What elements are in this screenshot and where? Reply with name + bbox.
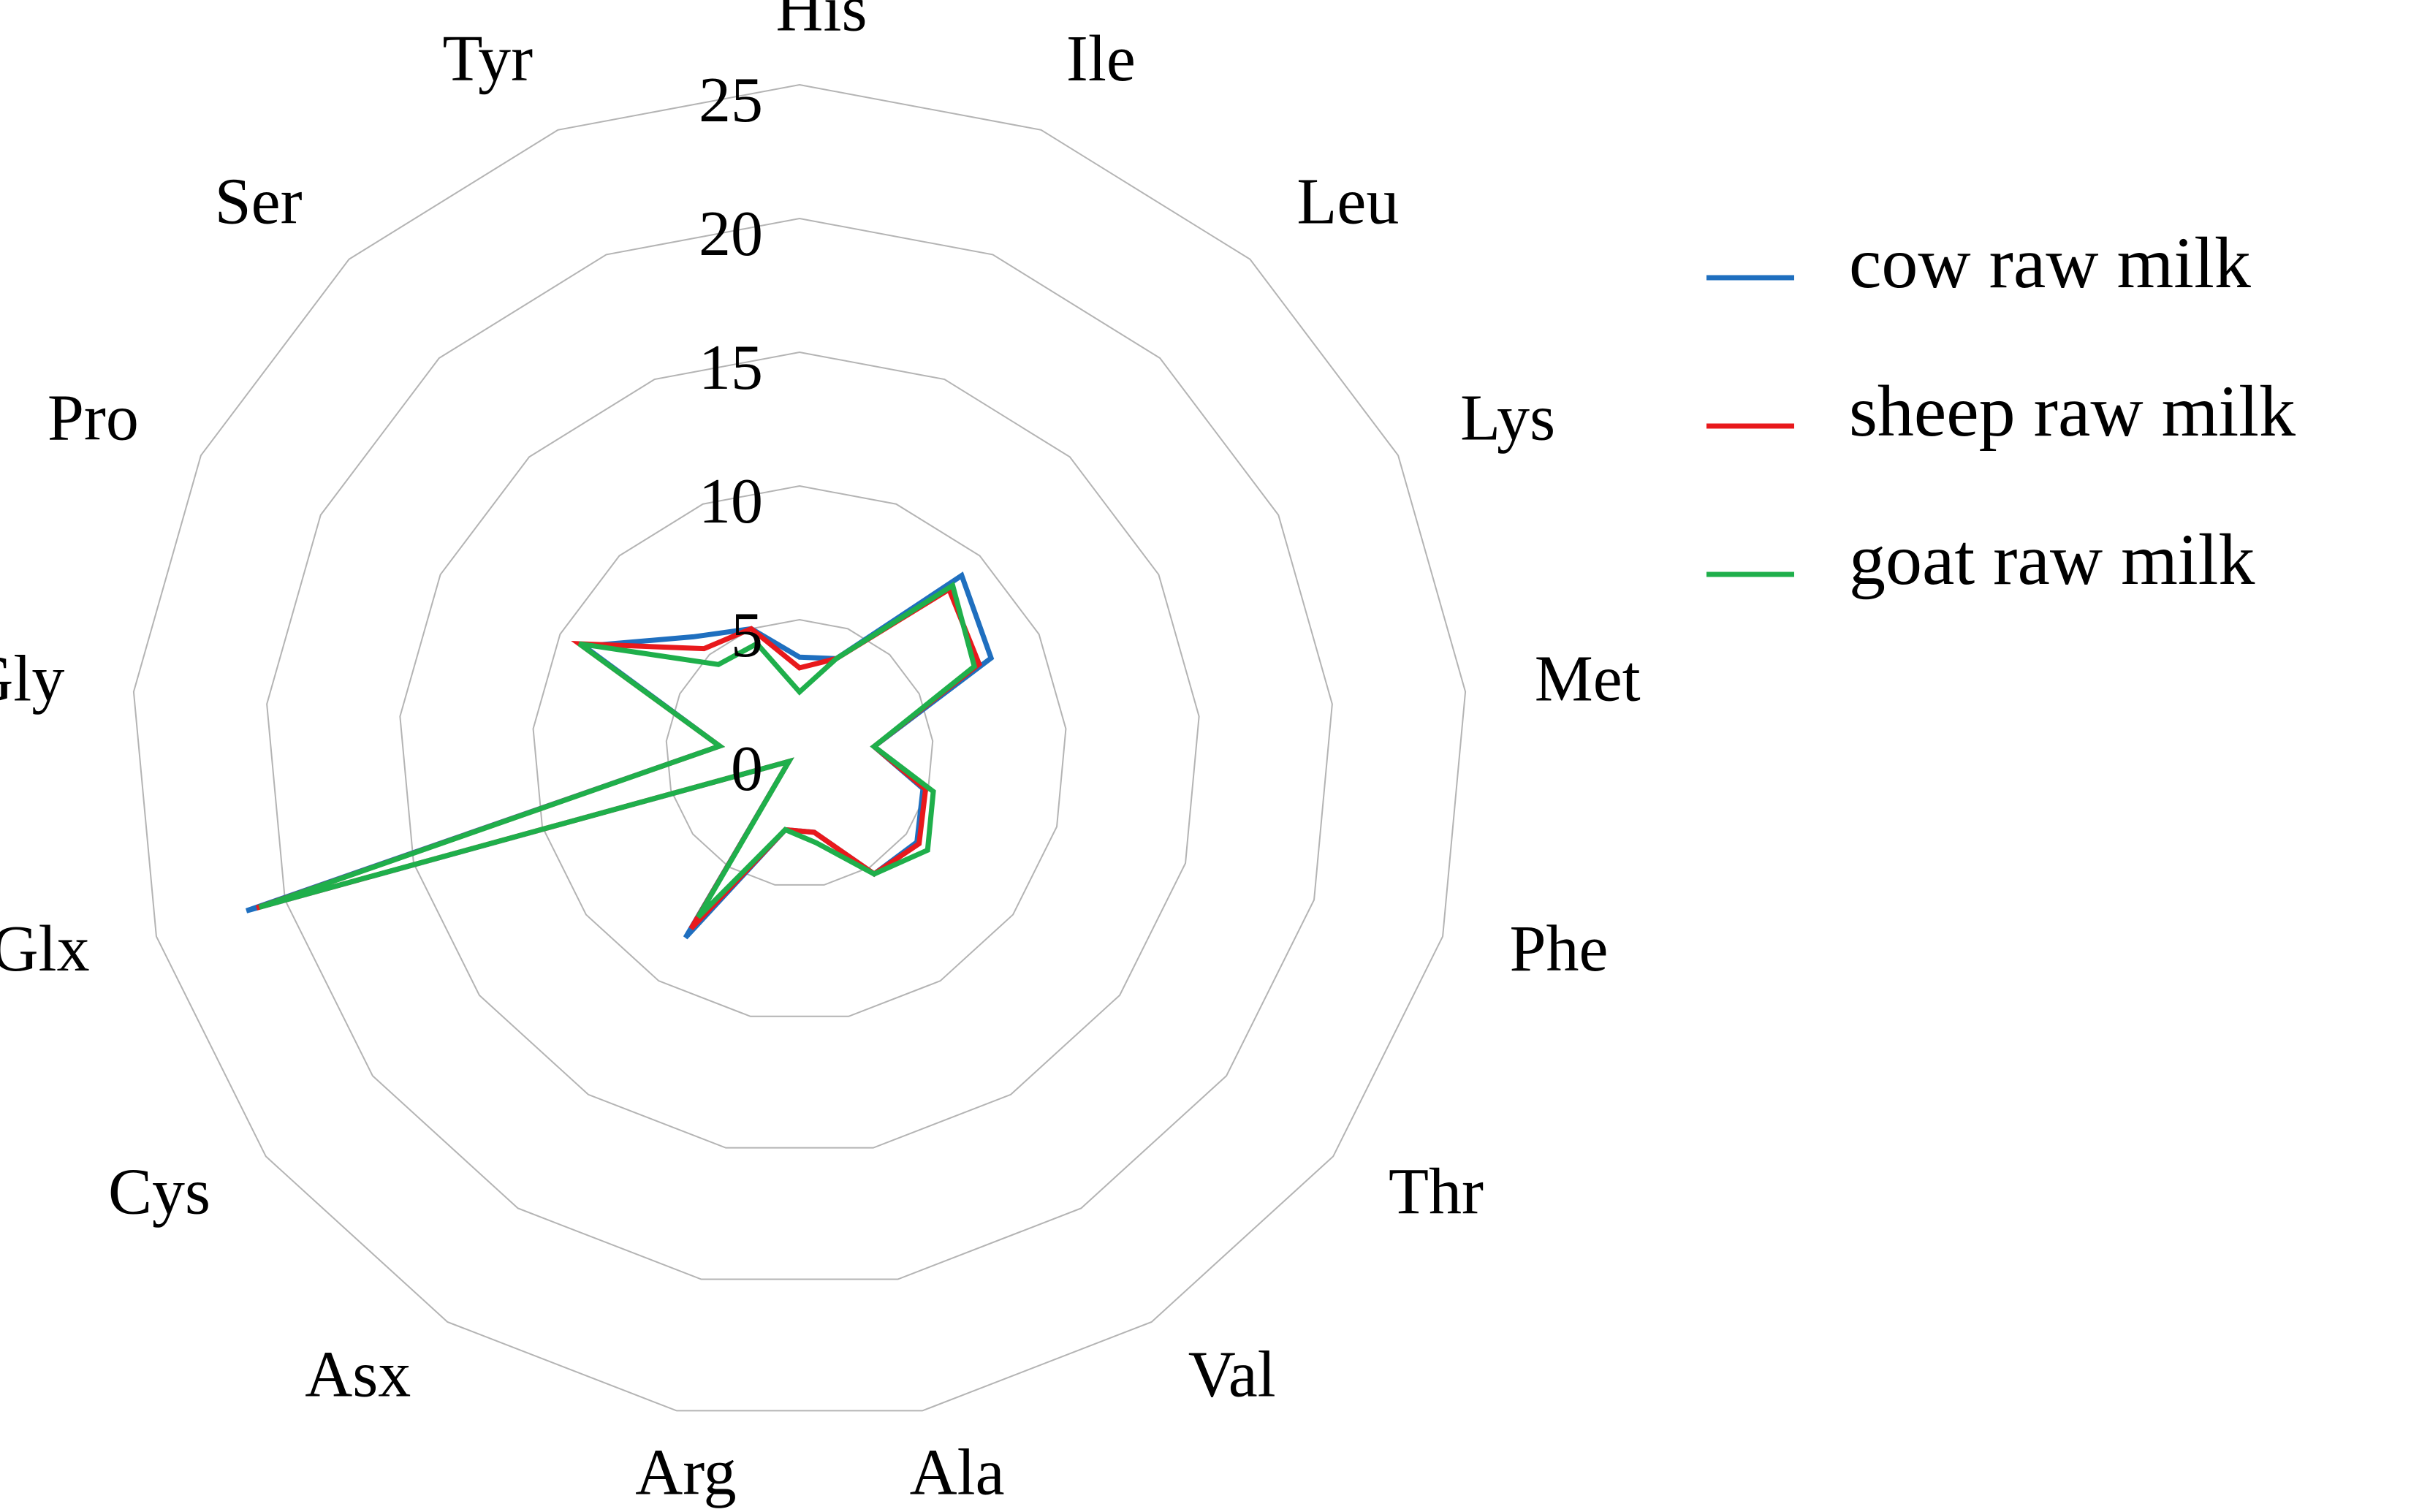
category-label: Asx: [305, 1338, 411, 1410]
r-tick-label: 25: [699, 65, 763, 136]
category-label: Arg: [635, 1436, 736, 1508]
legend-label: sheep raw milk: [1849, 371, 2296, 452]
grid-ring: [665, 618, 934, 886]
grid-ring: [532, 485, 1067, 1017]
grid-ring: [132, 83, 1467, 1412]
category-label: Ala: [910, 1436, 1005, 1508]
category-label: Phe: [1509, 913, 1608, 985]
category-label: Val: [1188, 1338, 1276, 1410]
category-label: Gly: [0, 642, 64, 715]
r-tick-label: 0: [731, 734, 763, 805]
category-label: Ser: [215, 165, 303, 238]
r-tick-label: 20: [699, 199, 763, 270]
r-tick-label: 5: [731, 600, 763, 671]
r-tick-label: 15: [699, 333, 763, 403]
category-label: Ile: [1066, 23, 1136, 95]
category-label: Tyr: [442, 23, 533, 95]
legend-label: goat raw milk: [1849, 519, 2255, 600]
category-label: Leu: [1296, 165, 1399, 238]
legend-label: cow raw milk: [1849, 222, 2251, 303]
category-label: His: [775, 0, 867, 45]
category-label: Lys: [1460, 381, 1555, 454]
category-label: Met: [1535, 642, 1641, 715]
category-label: Glx: [0, 913, 90, 985]
series-line: [258, 581, 978, 919]
grid-ring: [266, 217, 1333, 1280]
category-label: Cys: [108, 1155, 210, 1228]
grid-ring: [399, 351, 1200, 1149]
category-label: Pro: [48, 381, 139, 454]
category-label: Thr: [1389, 1155, 1484, 1228]
r-tick-label: 10: [699, 466, 763, 537]
